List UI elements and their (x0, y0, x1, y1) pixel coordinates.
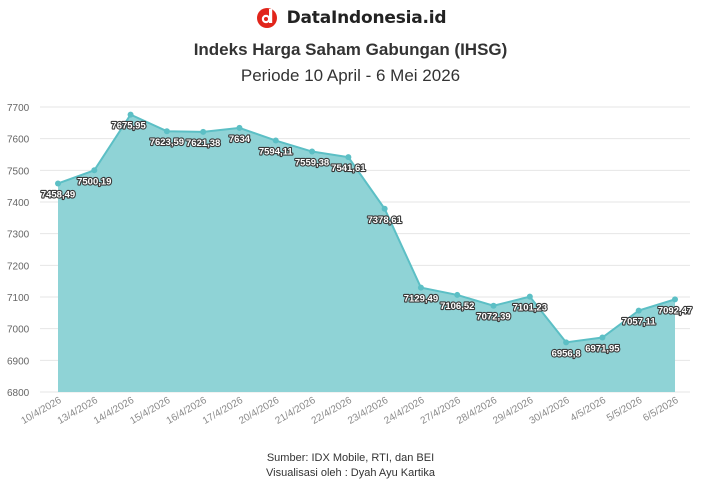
source-note: Sumber: IDX Mobile, RTI, dan BEI (266, 452, 435, 464)
x-tick-label: 24/4/2026 (382, 395, 426, 427)
y-tick-label: 7400 (7, 198, 30, 209)
data-label: 7129,49 (404, 294, 438, 305)
x-tick-label: 6/5/2026 (641, 395, 681, 424)
x-tick-label: 30/4/2026 (528, 395, 572, 427)
x-tick-label: 22/4/2026 (310, 395, 354, 427)
y-tick-label: 6800 (7, 388, 30, 399)
x-tick-label: 17/4/2026 (201, 395, 245, 427)
x-tick-label: 14/4/2026 (92, 395, 136, 427)
credit-note: Visualisasi oleh : Dyah Ayu Kartika (266, 467, 435, 479)
x-tick-label: 13/4/2026 (56, 395, 100, 427)
series-area (58, 114, 675, 392)
data-point (127, 111, 134, 118)
data-point (454, 291, 461, 298)
ihsg-area-chart: 6800 6900 7000 7100 7200 7300 7400 7500 7600 7700… (7, 103, 693, 427)
data-label: 7106,52 (440, 301, 474, 312)
data-point (672, 296, 678, 303)
y-tick-label: 7500 (7, 166, 30, 177)
data-label: 7594,11 (259, 147, 294, 158)
data-point (381, 205, 388, 212)
x-tick-label: 5/5/2026 (605, 395, 645, 424)
chart-subtitle: Periode 10 April - 6 Mei 2026 (240, 66, 461, 85)
data-label: 7092,47 (658, 305, 692, 316)
data-label: 6971,95 (585, 344, 620, 355)
x-tick-label: 28/4/2026 (455, 395, 499, 427)
data-point (236, 124, 243, 131)
y-tick-label: 7600 (7, 135, 30, 146)
data-label: 7634 (229, 134, 251, 145)
y-tick-label: 7700 (7, 103, 30, 114)
brand-name: DataIndonesia.id (286, 8, 447, 28)
data-label: 7101,23 (513, 303, 547, 314)
y-tick-label: 6900 (7, 356, 30, 367)
data-label: 6956,8 (552, 348, 581, 359)
data-label: 7458,49 (41, 189, 75, 200)
data-point (599, 334, 606, 341)
data-point (417, 284, 424, 291)
data-label: 7675,95 (111, 121, 146, 132)
x-tick-label: 23/4/2026 (346, 395, 390, 427)
x-tick-label: 21/4/2026 (274, 395, 318, 427)
y-tick-label: 7300 (7, 230, 30, 241)
brand-header: DataIndonesia.id (0, 6, 701, 30)
data-point (635, 307, 642, 314)
chart-title: Indeks Harga Saham Gabungan (IHSG) (193, 40, 508, 59)
data-point (490, 302, 497, 309)
x-tick-label: 4/5/2026 (569, 395, 609, 424)
y-tick-label: 7100 (7, 293, 30, 304)
data-label: 7378,61 (367, 215, 402, 226)
data-point (563, 339, 570, 346)
data-label: 7559,38 (295, 158, 329, 169)
y-tick-label: 7200 (7, 261, 30, 272)
x-tick-label: 20/4/2026 (237, 395, 281, 427)
data-point (200, 128, 207, 135)
data-point (526, 293, 533, 300)
x-tick-label: 27/4/2026 (419, 395, 463, 427)
data-point (91, 167, 98, 174)
dataindonesia-logo-icon (256, 8, 277, 28)
data-point (345, 154, 352, 161)
data-label: 7621,38 (186, 138, 220, 149)
series-line (57, 113, 676, 344)
data-label: 7500,19 (77, 176, 111, 187)
x-tick-label: 15/4/2026 (128, 395, 172, 427)
data-label: 7623,59 (150, 137, 184, 148)
y-tick-label: 7000 (7, 325, 30, 336)
x-tick-label: 29/4/2026 (491, 395, 535, 427)
data-point (272, 137, 279, 144)
data-label: 7057,11 (622, 317, 657, 328)
x-tick-label: 16/4/2026 (165, 395, 209, 427)
data-label: 7541,61 (331, 163, 366, 174)
data-point (309, 148, 316, 155)
x-tick-label: 10/4/2026 (19, 395, 63, 427)
data-point (55, 180, 61, 187)
data-point (163, 128, 170, 135)
data-label: 7072,39 (476, 312, 510, 323)
